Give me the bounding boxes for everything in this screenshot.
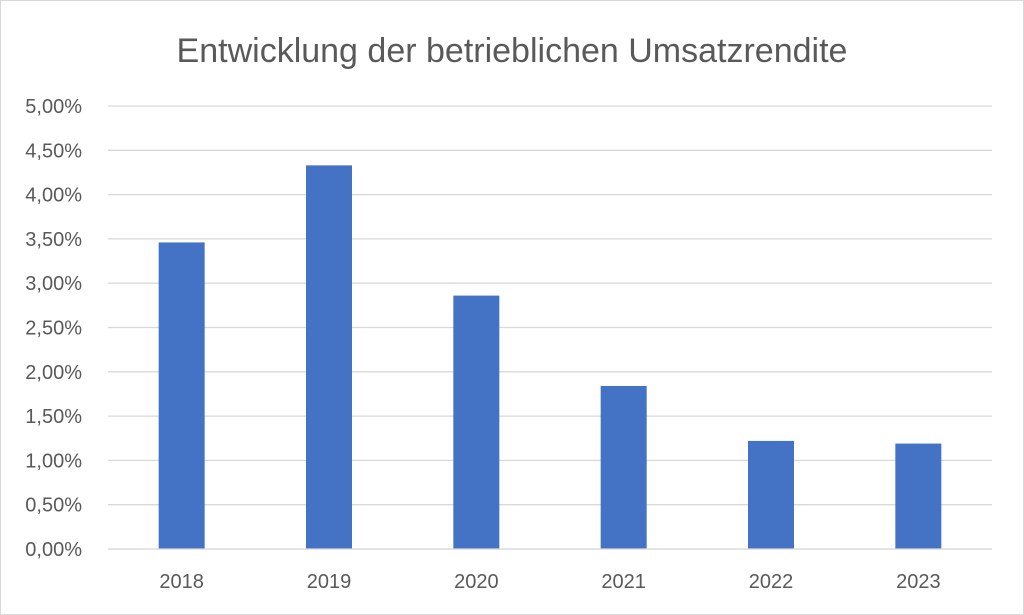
x-tick-label: 2020 [454, 571, 499, 593]
x-tick-label: 2018 [159, 571, 204, 593]
bar-2020 [453, 295, 500, 549]
y-tick-label: 2,00% [25, 362, 82, 384]
gridlines [108, 105, 992, 550]
bar-2019 [306, 165, 352, 549]
x-tick-label: 2021 [601, 571, 646, 593]
bars [108, 165, 992, 550]
chart-title: Entwicklung der betrieblichen Umsatzrend… [177, 32, 848, 70]
y-tick-label: 0,50% [25, 495, 82, 517]
bar-2021 [600, 385, 647, 549]
x-tick-label: 2019 [307, 571, 352, 593]
x-axis-ticks: 2018 2019 2020 2021 2022 2023 [159, 571, 940, 593]
y-tick-label: 1,50% [25, 406, 82, 428]
y-tick-label: 5,00% [25, 96, 82, 118]
y-tick-label: 0,00% [25, 539, 82, 561]
y-tick-label: 2,50% [25, 318, 82, 340]
y-tick-label: 4,00% [25, 185, 82, 207]
x-tick-label: 2022 [749, 571, 794, 593]
y-tick-label: 3,50% [25, 229, 82, 251]
y-tick-label: 4,50% [25, 140, 82, 162]
bar-2022 [748, 440, 794, 549]
x-tick-label: 2023 [896, 571, 941, 593]
bar-2023 [895, 443, 942, 549]
bar-2018 [158, 242, 205, 549]
y-tick-label: 3,00% [25, 273, 82, 295]
y-tick-label: 1,00% [25, 450, 82, 472]
y-axis-ticks: 0,00% 0,50% 1,00% 1,50% 2,00% 2,50% 3,00% 3,50%… [25, 96, 82, 561]
